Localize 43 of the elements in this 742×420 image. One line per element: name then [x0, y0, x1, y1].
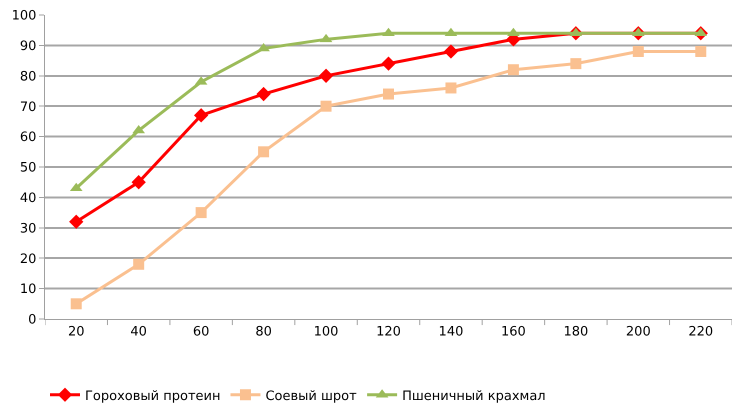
y-tick-label: 10 [20, 282, 36, 298]
legend-label: Соевый шрот [265, 388, 358, 404]
x-tick-label: 80 [255, 324, 272, 340]
point [570, 58, 582, 70]
legend-label: Гороховый протеин [85, 388, 220, 404]
x-tick-label: 140 [438, 324, 464, 340]
point [383, 88, 394, 100]
point [132, 175, 146, 190]
point [444, 44, 458, 59]
x-tick-label: 40 [130, 324, 147, 340]
point [256, 86, 271, 102]
y-tick-label: 20 [20, 252, 36, 267]
y-tick-label: 40 [20, 190, 36, 206]
y-tick-label: 100 [12, 8, 36, 24]
y-tick-label: 60 [20, 130, 36, 146]
x-tick-label: 220 [688, 324, 714, 340]
point [445, 82, 456, 94]
point [133, 258, 144, 270]
x-tick-label: 180 [563, 324, 588, 340]
point [381, 56, 396, 71]
x-tick-label: 20 [68, 324, 85, 340]
point [508, 64, 519, 76]
x-tick-label: 120 [376, 324, 401, 340]
x-tick-label: 160 [500, 324, 526, 340]
legend-label: Пшеничный крахмал [402, 388, 546, 404]
point [695, 46, 706, 57]
point [70, 298, 82, 310]
y-tick-label: 30 [20, 221, 36, 236]
point [632, 46, 644, 57]
y-tick-label: 80 [20, 69, 36, 84]
point [69, 214, 84, 229]
x-tick-label: 100 [314, 324, 338, 340]
point [318, 68, 334, 83]
y-tick-label: 0 [28, 312, 36, 328]
y-tick-label: 70 [20, 100, 36, 115]
y-tick-label: 50 [20, 160, 36, 176]
point [196, 207, 207, 218]
point [320, 100, 332, 112]
y-tick-label: 90 [20, 38, 36, 54]
point [258, 146, 270, 158]
x-tick-label: 60 [192, 324, 210, 340]
x-tick-label: 200 [626, 324, 651, 340]
point [194, 108, 208, 122]
